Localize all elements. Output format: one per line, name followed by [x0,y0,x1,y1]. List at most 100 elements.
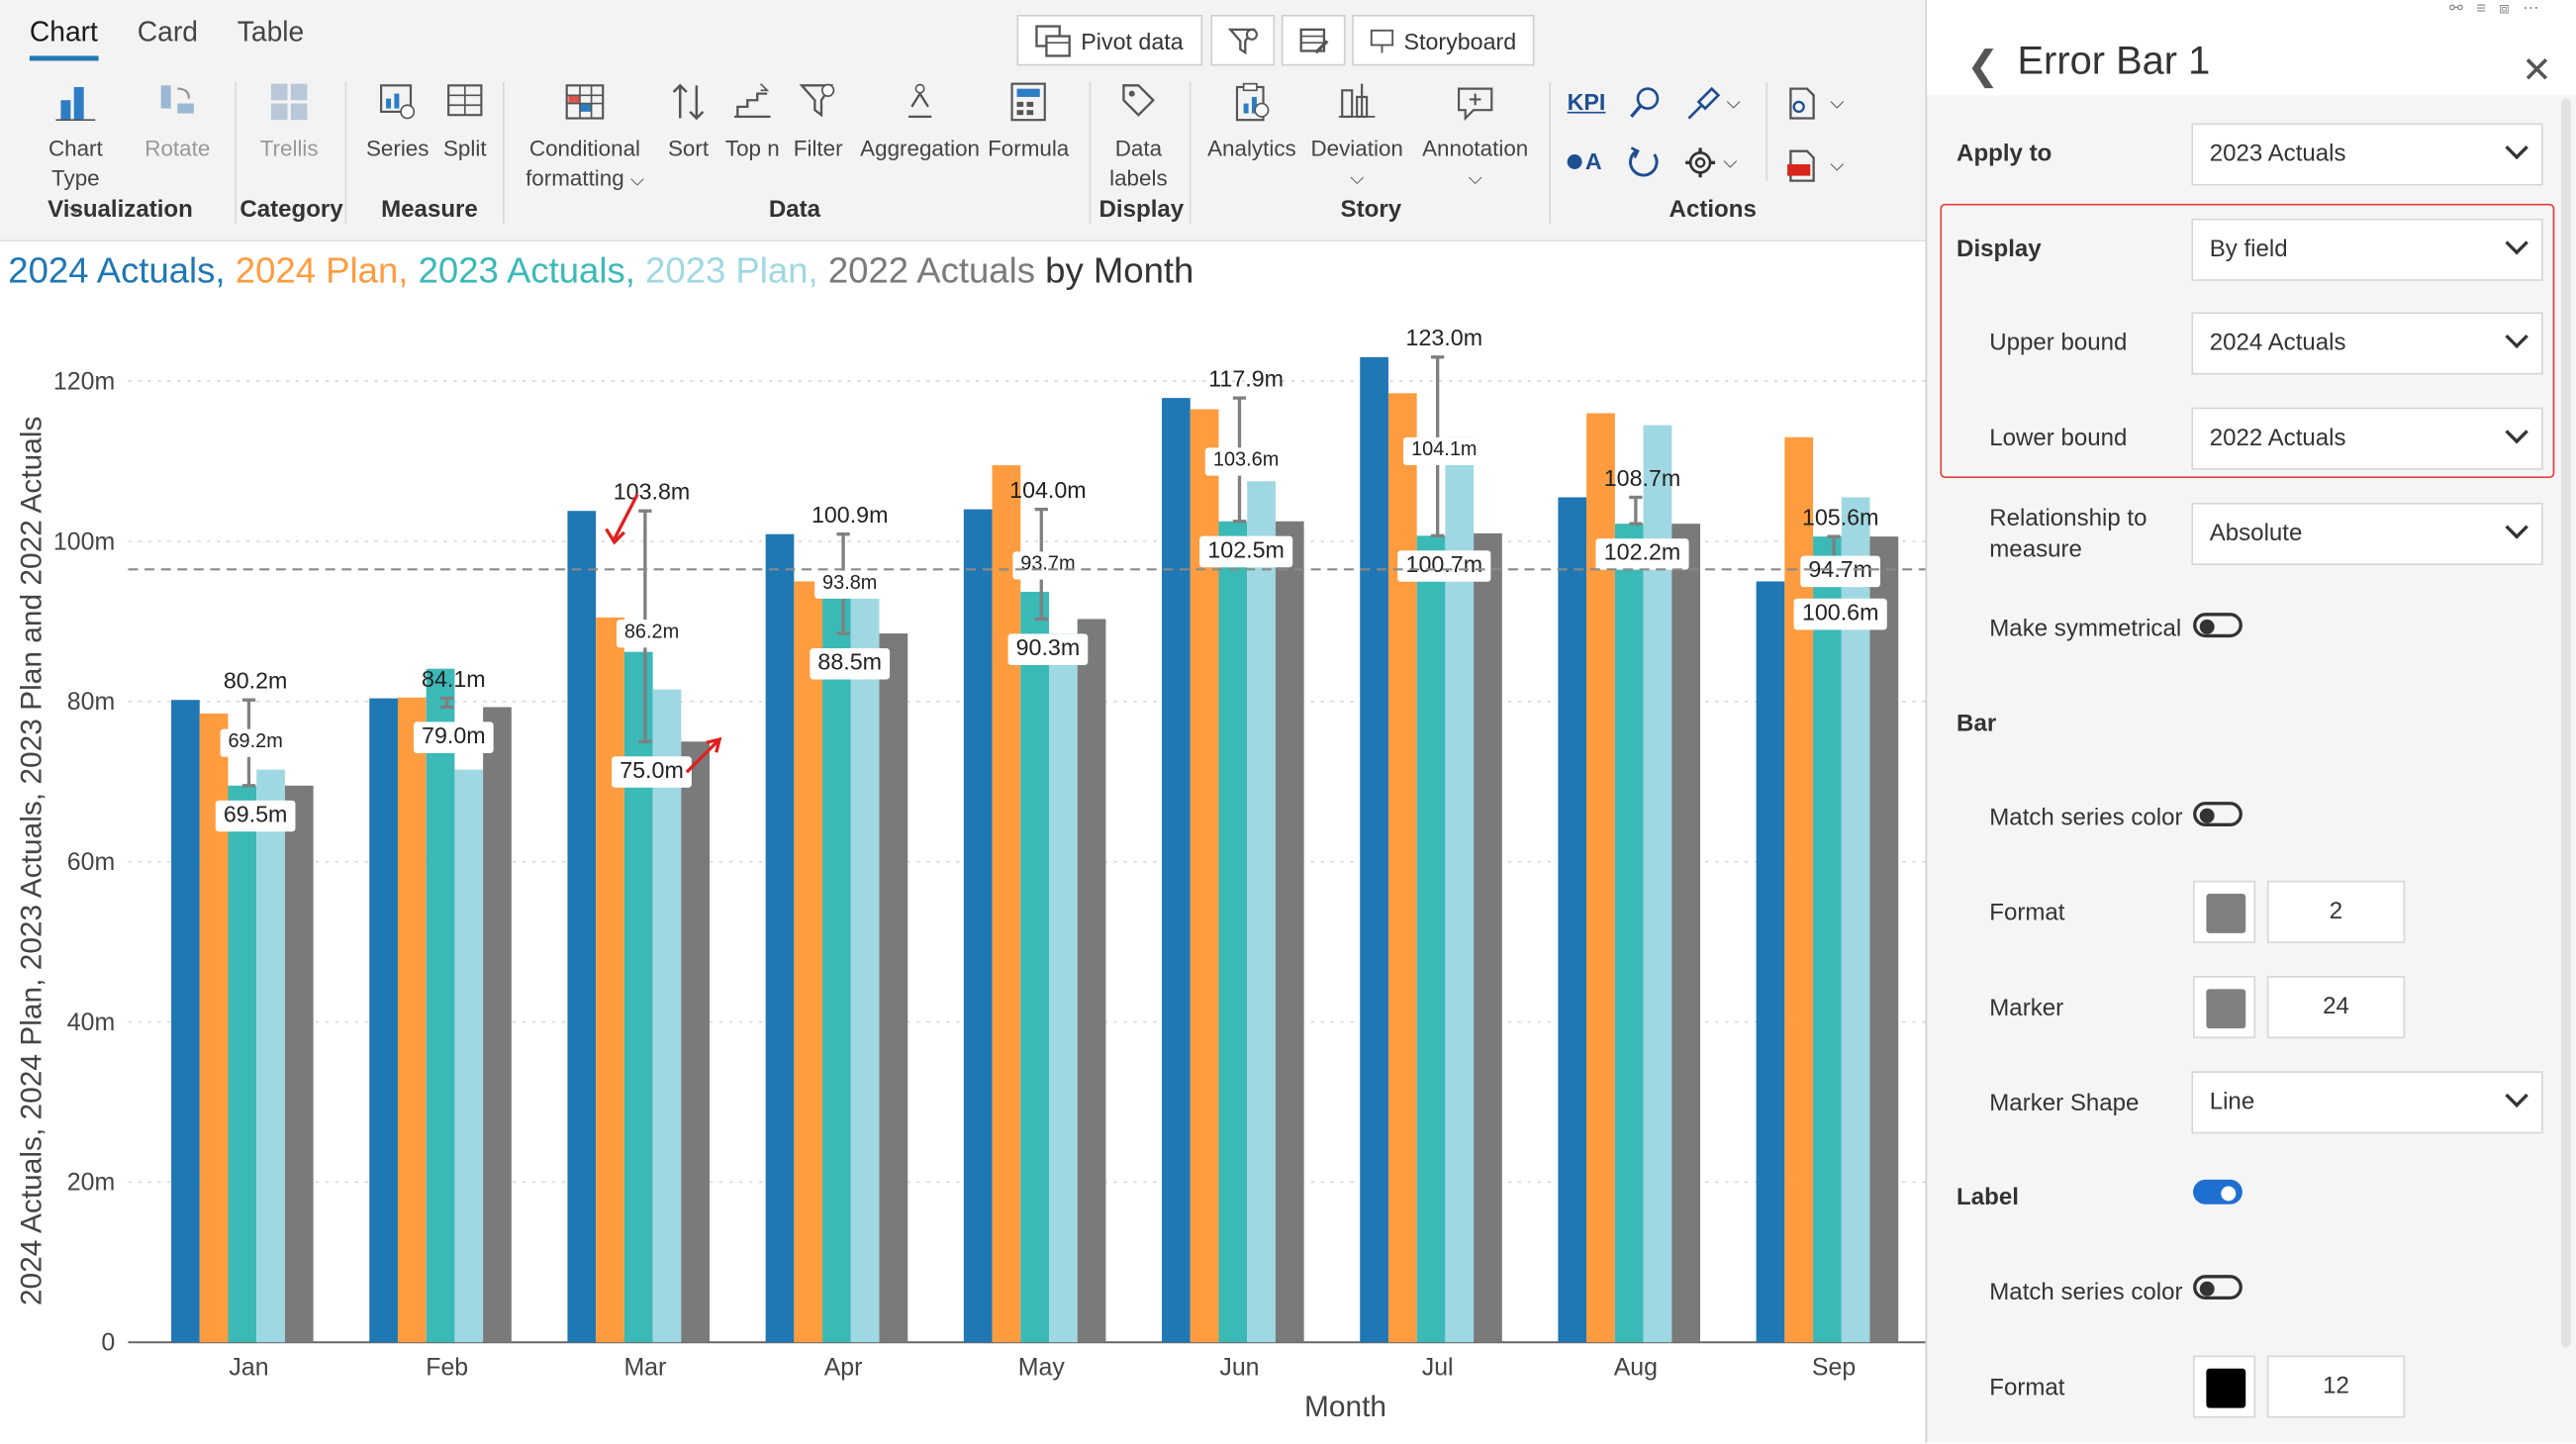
label-font-size-input[interactable]: 12 [2266,1355,2406,1418]
group-divider [1765,82,1768,181]
data-label-bg [1199,535,1293,568]
label-match-color-toggle[interactable] [2193,1275,2242,1300]
series-label: Series [365,136,429,161]
rotate-label: Rotate [144,136,211,161]
display-select[interactable]: By field [2191,218,2543,281]
storyboard-button[interactable]: Storyboard [1352,14,1535,66]
pdf-export-button[interactable]: ⌵ [1784,147,1844,184]
bar-2024-actuals [1558,497,1587,1343]
kpi-button[interactable]: KPI [1567,88,1606,116]
data-label: 102.2m [1604,539,1681,565]
data-label-bg [814,570,886,599]
bar-chart[interactable]: 0 20m 40m 60m 80m 100m 120m Jan 80.2m 69.2m 69.5m F… [0,304,1926,1442]
label-toggle[interactable] [2193,1179,2242,1204]
tab-table[interactable]: Table [237,16,305,48]
filter-settings-button[interactable] [1210,14,1276,66]
data-label: 80.2m [224,668,288,694]
pivot-data-button[interactable]: Pivot data [1016,14,1203,66]
make-symmetrical-toggle[interactable] [2193,613,2242,638]
trellis-icon [270,83,308,121]
data-label: 79.0m [422,722,486,748]
deviation-label: Deviation [1310,136,1403,161]
filter-icon[interactable]: ≡ [2476,0,2500,19]
pin-icon[interactable]: ⚯ [2449,0,2477,19]
pivot-data-label: Pivot data [1081,27,1184,53]
rotate-button[interactable]: Rotate [142,79,214,164]
conditional-formatting-icon [565,84,605,120]
aggregation-button[interactable]: Aggregation [854,79,986,164]
data-label-bg [810,647,891,680]
marker-size-input[interactable]: 24 [2266,976,2406,1039]
filter-button[interactable]: Filter [790,79,845,164]
data-labels-button[interactable]: Data labels [1105,79,1171,194]
close-icon[interactable]: ✕ [2522,48,2552,91]
bar-2022-actuals [284,785,314,1343]
conditional-formatting-button[interactable]: Conditional formatting ⌵ [516,79,653,196]
export-settings-button[interactable]: ⌵ [1784,85,1844,122]
panel-title: Error Bar 1 [2017,39,2211,84]
refresh-button[interactable] [1626,144,1663,189]
expand-icon[interactable]: ⧈ [2499,0,2524,19]
lower-bound-select[interactable]: 2022 Actuals [2191,407,2543,470]
back-chevron-icon[interactable]: ❮ [1966,44,2000,89]
data-label-bg [1012,551,1084,580]
bar-format-width-input[interactable]: 2 [2266,880,2406,943]
bar-2024-actuals [963,509,993,1343]
bar-match-color-toggle[interactable] [2193,802,2242,826]
marker-shape-label: Marker Shape [1989,1091,2140,1117]
top-n-button[interactable]: Top n [722,79,782,164]
settings-button[interactable]: ⌵ [1682,144,1737,181]
trellis-button[interactable]: Trellis [253,79,326,164]
top-n-label: Top n [724,136,780,161]
chevron-down-icon: ⌵ [629,170,644,191]
label-format-color-swatch[interactable] [2193,1355,2256,1418]
tab-card[interactable]: Card [137,16,198,48]
x-tick-label: Mar [623,1353,666,1381]
formula-button[interactable]: Formula [988,79,1069,164]
x-tick-label: Feb [426,1353,468,1381]
marker-shape-select[interactable]: Line [2191,1071,2543,1134]
bar-2024-plan [794,581,823,1343]
bar-2023-actuals [228,785,257,1343]
search-button[interactable] [1626,85,1663,130]
upper-bound-select[interactable]: 2024 Actuals [2191,312,2543,375]
bar-format-color-swatch[interactable] [2193,880,2256,943]
analytics-button[interactable]: Analytics [1205,79,1297,164]
bar-2022-actuals [1869,536,1899,1343]
annotation-button[interactable]: Annotation ⌵ [1416,79,1535,194]
group-divider [502,82,505,224]
split-button[interactable]: Split [433,79,496,164]
bar-chart-icon [55,86,96,122]
lower-bound-label: Lower bound [1989,425,2128,452]
apply-to-select[interactable]: 2023 Actuals [2191,123,2543,186]
paint-button[interactable]: ⌵ [1682,85,1741,122]
x-tick-label: Jun [1219,1353,1259,1381]
group-label-display: Display [1098,197,1185,224]
pivot-icon [1035,24,1071,56]
data-label-bg [616,620,688,648]
error-bar-panel: ⚯≡⧈⋯ ❮ Error Bar 1 ✕ Apply to 2023 Actua… [1925,0,2576,1443]
table-edit-button[interactable] [1281,14,1346,66]
data-label: 104.1m [1411,438,1477,460]
title-part: 2022 Actuals [827,249,1035,291]
red-arrow-icon [605,493,639,545]
chart-type-button[interactable]: Chart Type ⌵ [23,79,128,224]
more-icon[interactable]: ⋯ [2523,0,2552,19]
chevron-down-icon: ⌵ [1350,168,1365,189]
data-label: 105.6m [1802,504,1879,529]
group-divider [344,82,347,224]
oa-button[interactable]: A [1567,147,1602,174]
series-icon [380,84,416,120]
split-icon [447,84,483,117]
relationship-select[interactable]: Absolute [2191,502,2543,566]
group-label-data: Data [768,197,821,224]
data-label: 100.6m [1802,599,1879,625]
series-button[interactable]: Series [365,79,430,164]
panel-scrollbar[interactable] [2560,98,2571,1348]
marker-color-swatch[interactable] [2193,976,2256,1039]
deviation-button[interactable]: Deviation ⌵ [1307,79,1406,194]
make-symmetrical-label: Make symmetrical [1989,616,2182,643]
tab-chart[interactable]: Chart [29,17,98,61]
sort-button[interactable]: Sort [664,79,714,164]
bar-2023-plan [1445,436,1475,1343]
